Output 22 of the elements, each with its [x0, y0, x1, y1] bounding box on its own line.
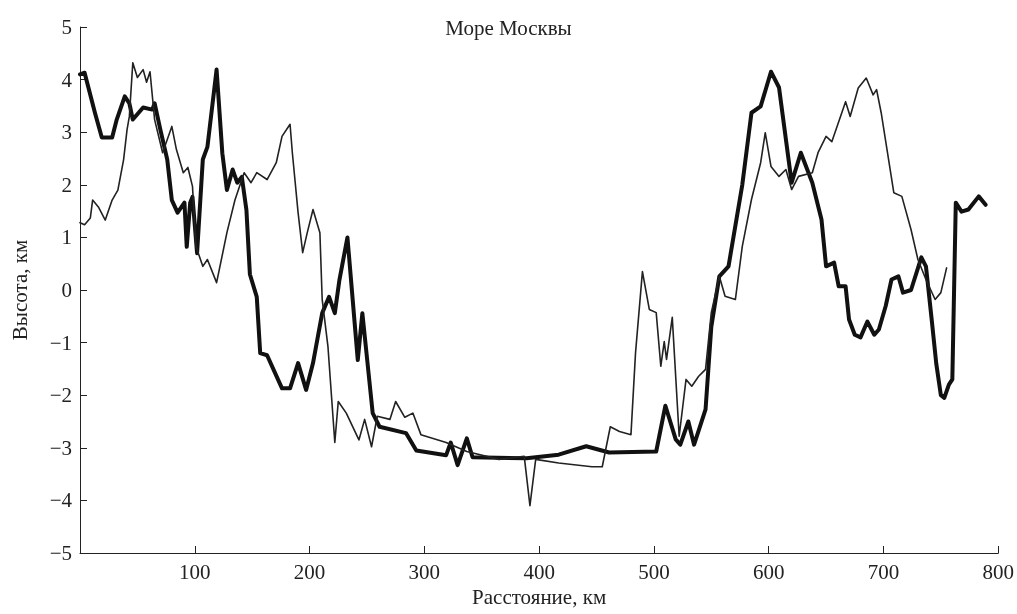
y-tick-label: −3 [49, 435, 72, 460]
y-tick-label: 2 [61, 172, 72, 197]
x-tick-label: 800 [982, 559, 1014, 584]
y-tick-label: 3 [61, 120, 72, 145]
y-axis-title: Высота, км [7, 239, 32, 341]
x-tick-label: 400 [523, 559, 555, 584]
x-axis-title: Расстояние, км [472, 585, 607, 610]
y-tick-label: 1 [61, 225, 72, 250]
y-tick-label: 0 [61, 278, 72, 302]
x-tick-label: 200 [293, 559, 326, 584]
y-tick-label: −1 [49, 330, 72, 355]
x-tick-label: 500 [638, 559, 670, 584]
y-tick-label: −4 [49, 488, 73, 513]
x-tick-label: 700 [867, 559, 900, 584]
y-tick-label: 5 [61, 15, 72, 39]
y-tick-label: −2 [49, 383, 72, 408]
x-tick-label: 100 [179, 559, 211, 584]
y-tick-label: −5 [49, 541, 72, 565]
x-tick-label: 300 [408, 559, 441, 584]
chart-title: Море Москвы [445, 15, 572, 40]
x-tick-label: 600 [752, 559, 785, 584]
y-tick-label: 4 [61, 67, 73, 92]
